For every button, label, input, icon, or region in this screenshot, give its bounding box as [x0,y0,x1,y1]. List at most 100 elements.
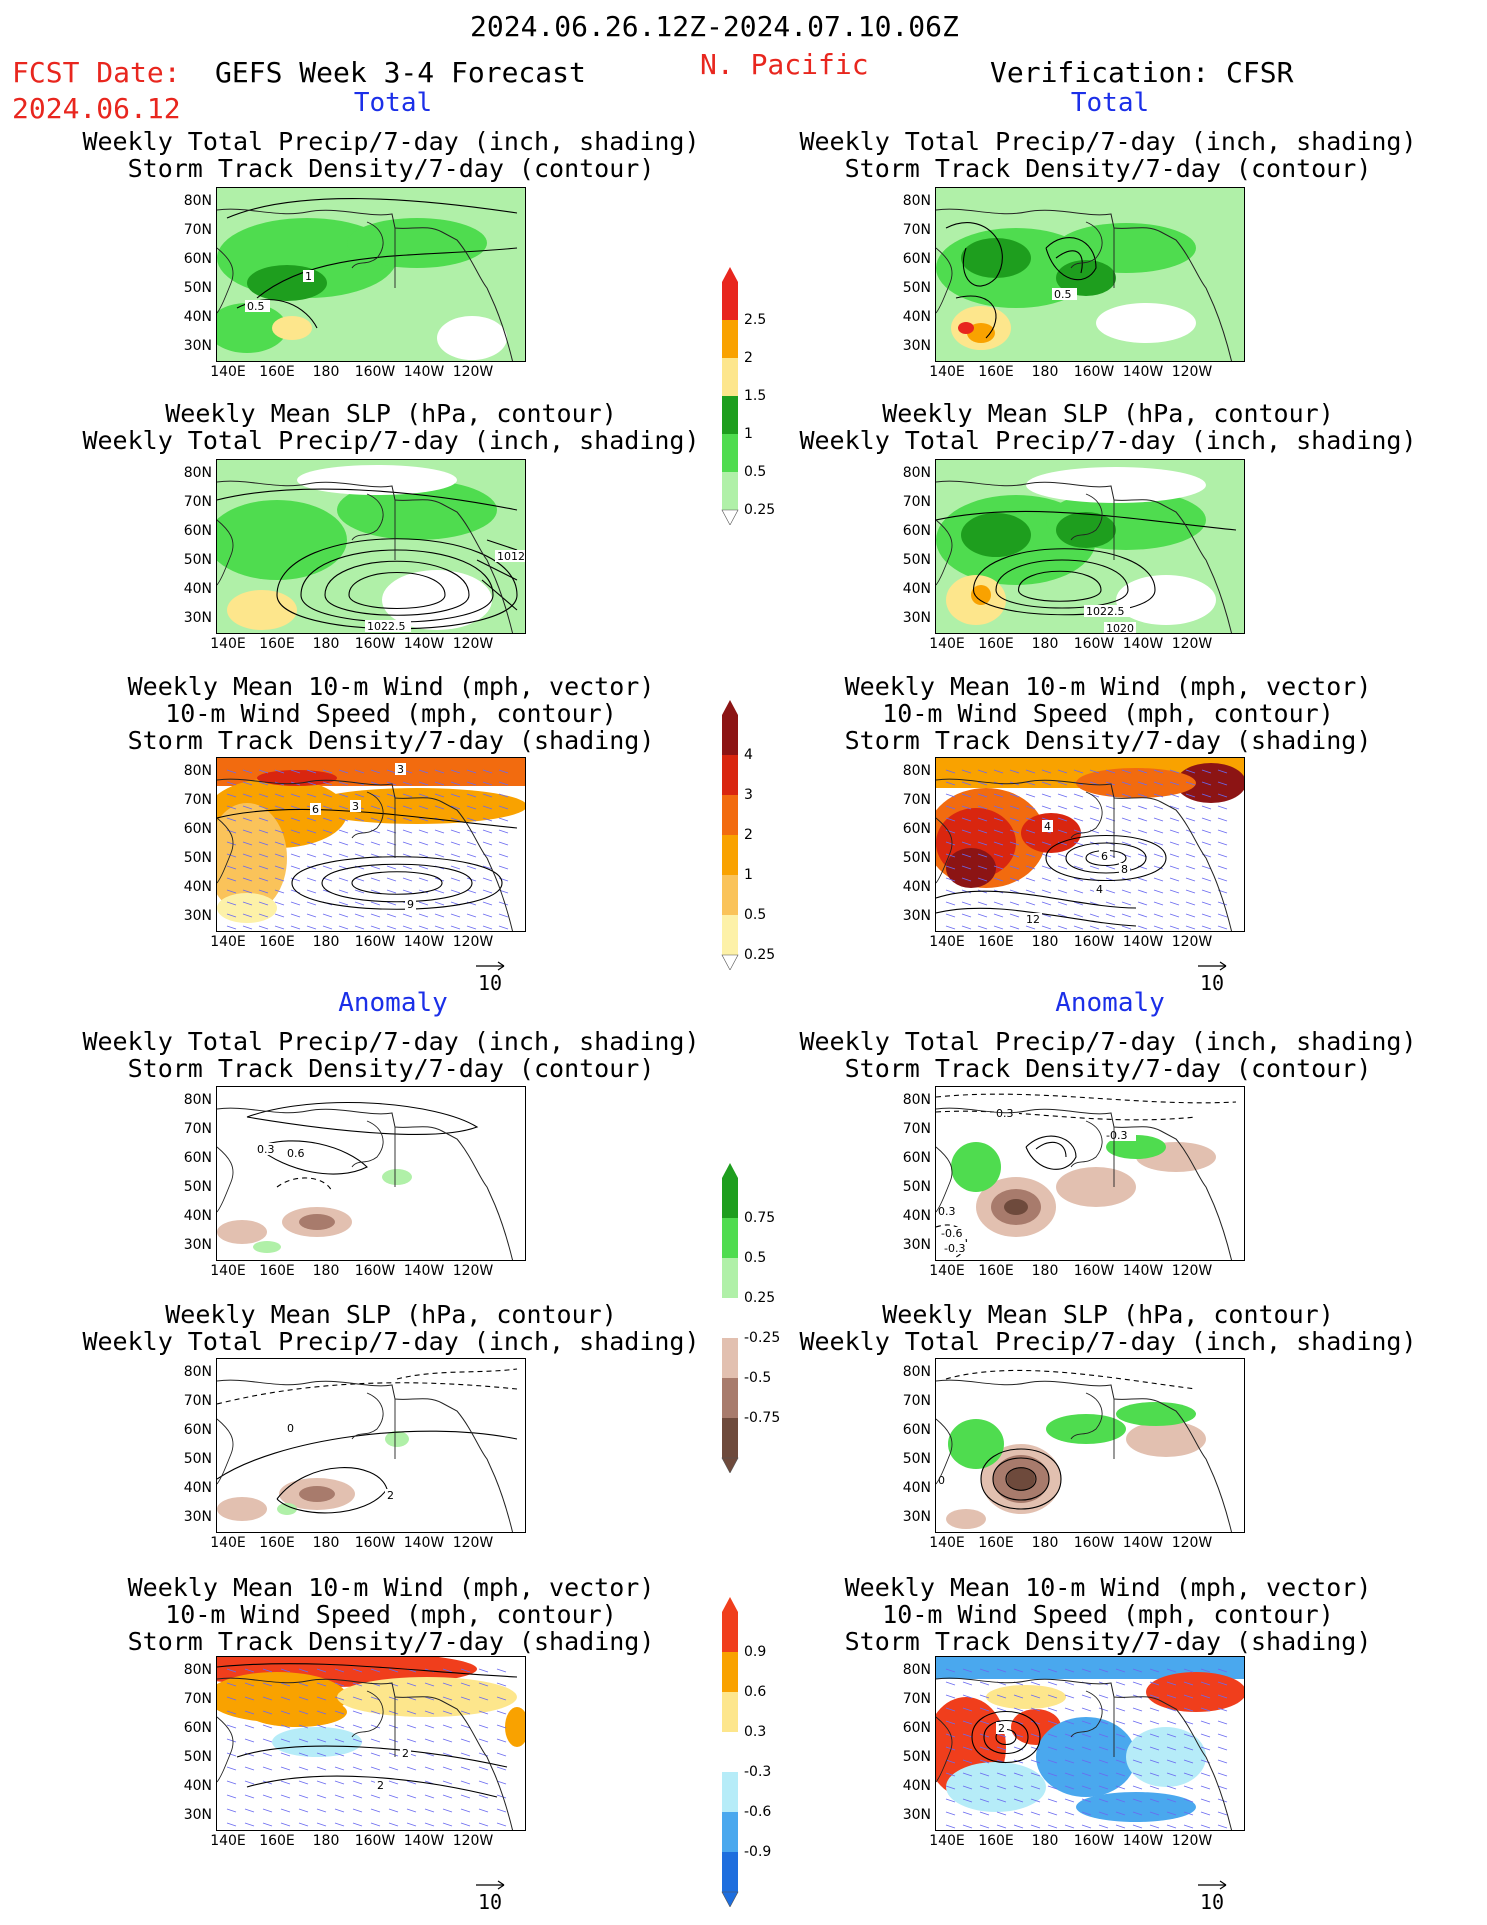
wind-vector [1047,1681,1058,1686]
shade-blob [217,500,347,580]
wind-vector [1153,817,1164,822]
wind-vector [1115,1759,1126,1764]
contour-label-bg [285,1147,310,1159]
lon-tick-label: 120W [1171,636,1213,652]
wind-vector [1217,1798,1228,1803]
wind-vector [242,817,253,822]
lat-tick-label: 80N [183,763,212,779]
title-line: 10-m Wind Speed (mph, contour) [882,699,1334,728]
wind-vector [466,805,477,810]
wind-vector [280,1794,291,1799]
wind-vector [498,817,509,822]
wind-vector [1137,901,1148,906]
lat-tick-label: 30N [902,610,931,626]
coastline [936,1716,953,1783]
wind-vector [322,769,333,774]
lon-tick-label: 180 [312,1833,340,1849]
wind-vector [1089,817,1100,822]
contour-line [995,559,1129,609]
wind-vector [258,901,269,906]
colorbar-label: 0.5 [744,1250,767,1266]
wind-vector [338,841,349,846]
wind-vector [1115,1746,1126,1751]
wind-vector [418,865,429,870]
wind-vector [370,865,381,870]
lat-tick-label: 60N [902,251,931,267]
wind-vector [1057,805,1068,810]
coastline [936,480,1233,633]
wind-vector [962,1746,973,1751]
wind-vector [262,1822,273,1827]
wind-vector [242,877,253,882]
shade-blob [986,1685,1066,1709]
wind-vector [1217,1772,1228,1777]
colorbar-label: 1 [744,867,753,883]
contour-line [217,1382,518,1405]
wind-vector [1200,1720,1211,1725]
lat-tick-label: 50N [183,850,212,866]
wind-vector [1073,769,1084,774]
wind-vector [1047,1733,1058,1738]
lat-tick-label: 70N [183,494,212,510]
wind-vector [1098,1733,1109,1738]
lon-tick-label: 180 [312,934,340,950]
wind-vector [996,1798,1007,1803]
lon-tick-label: 120W [452,1833,494,1849]
wind-vector [274,889,285,894]
wind-vector [1025,841,1036,846]
wind-vector [993,817,1004,822]
wind-vector [979,1824,990,1829]
contour-label-bg [285,1422,296,1434]
wind-vector [262,1794,273,1799]
shade-blob [958,322,974,334]
wind-vector [478,1724,489,1729]
title-line: Weekly Total Precip/7-day (inch, shading… [82,127,700,156]
colorbar-swatch [722,1812,738,1852]
wind-vector [996,1707,1007,1712]
colorbar-swatch [722,875,738,915]
wind-vector [1132,1798,1143,1803]
wind-vector [280,1724,291,1729]
wind-vector [418,901,429,906]
wind-vector [1081,1733,1092,1738]
wind-vector [1105,913,1116,918]
colorbar-label: 0.6 [744,1684,767,1700]
lat-tick-label: 70N [902,222,931,238]
lat-tick-label: 60N [183,251,212,267]
wind-vector [1025,925,1036,930]
contour-label-bg [1119,863,1130,875]
wind-vector [386,877,397,882]
wind-vector [442,1808,453,1813]
wind-vector [962,1824,973,1829]
shade-blob [247,265,327,301]
wind-vector [945,913,956,918]
shade-base [217,1087,525,1260]
wind-vector [442,1822,453,1827]
colorbar-swatch [722,434,738,472]
wind-vector [262,1738,273,1743]
title-fc-anom-slp: Weekly Mean SLP (hPa, contour) Weekly To… [31,1301,751,1355]
wind-vector [979,1811,990,1816]
wind-vector [1169,877,1180,882]
wind-vector [961,913,972,918]
colorbar-swatch [722,1597,738,1652]
wind-vector [370,877,381,882]
wind-vector [244,1808,255,1813]
wind-vector [262,1710,273,1715]
wind-vector [1137,829,1148,834]
lat-tick-label: 80N [902,1092,931,1108]
wind-vector [962,1811,973,1816]
wind-vector [352,1808,363,1813]
wind-vector [418,769,429,774]
wind-vector [352,1696,363,1701]
colorbar-swatch [722,1418,738,1458]
wind-vector [442,1752,453,1757]
coastline [1070,493,1115,560]
wind-vector [388,1710,399,1715]
wind-vector [962,1707,973,1712]
wind-vector [961,865,972,870]
title-vf-anom-precip: Weekly Total Precip/7-day (inch, shading… [748,1028,1468,1082]
lon-tick-label: 180 [1031,364,1059,380]
contour-label: 1012 [497,550,525,563]
wind-vector [298,1766,309,1771]
